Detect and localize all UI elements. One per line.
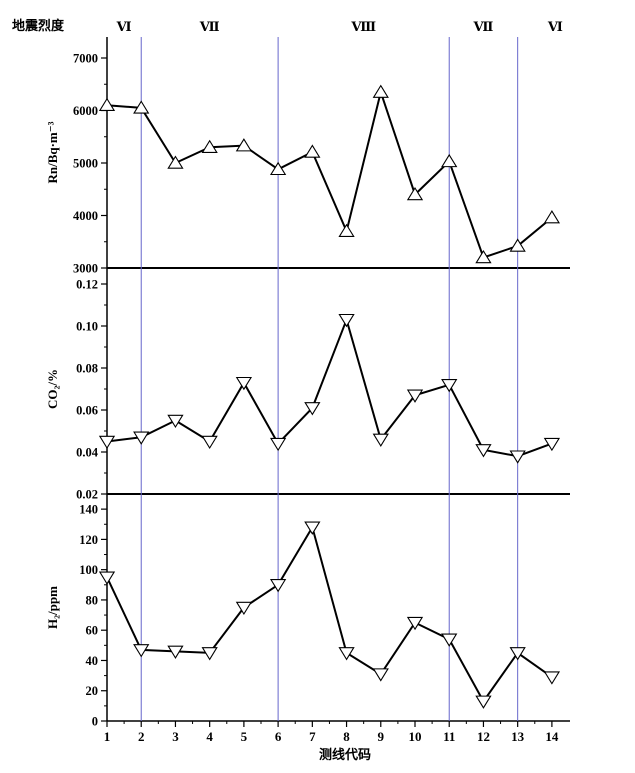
data-point-marker xyxy=(406,616,424,631)
data-point-marker xyxy=(98,97,116,111)
x-tick-label: 14 xyxy=(545,729,559,744)
data-point-marker xyxy=(304,144,321,158)
data-point-marker xyxy=(304,521,321,535)
x-tick-label: 12 xyxy=(477,729,490,744)
data-point-marker xyxy=(372,668,389,682)
data-point-marker xyxy=(543,210,561,224)
y-tick-label: 20 xyxy=(86,684,99,698)
data-point-marker xyxy=(167,645,184,659)
x-tick-label: 10 xyxy=(409,729,422,744)
data-point-marker xyxy=(441,153,458,168)
data-point-marker xyxy=(133,644,150,658)
y-axis-title: CO₂/% xyxy=(45,369,60,409)
y-tick-label: 0.02 xyxy=(76,488,98,502)
y-axis-title: H₂/ppm xyxy=(45,586,60,629)
data-point-marker xyxy=(98,435,116,450)
data-point-marker xyxy=(235,138,253,152)
intensity-zone-label: Ⅵ xyxy=(547,19,563,34)
data-point-marker xyxy=(372,433,389,447)
data-point-marker xyxy=(543,671,561,685)
data-point-marker xyxy=(201,647,218,661)
data-point-marker xyxy=(269,161,287,176)
x-tick-label: 7 xyxy=(309,729,316,744)
y-axis-title: Rn/Bq·m⁻³ xyxy=(45,121,60,183)
data-point-marker xyxy=(201,139,218,153)
x-tick-label: 4 xyxy=(206,729,213,744)
x-tick-label: 8 xyxy=(343,729,350,744)
series-line xyxy=(106,316,553,458)
data-point-marker xyxy=(98,571,116,585)
x-tick-label: 6 xyxy=(275,729,282,744)
data-point-marker xyxy=(338,647,355,661)
data-point-marker xyxy=(441,379,458,393)
data-point-marker xyxy=(372,84,389,98)
data-point-marker xyxy=(235,376,253,391)
y-tick-label: 0 xyxy=(92,715,98,729)
data-point-marker xyxy=(509,450,526,464)
y-tick-label: 0.06 xyxy=(76,404,98,418)
y-tick-label: 140 xyxy=(79,503,98,517)
y-tick-label: 0.10 xyxy=(76,320,98,334)
chart-axes xyxy=(101,37,570,727)
chart-series xyxy=(98,84,561,709)
data-point-marker xyxy=(269,579,287,593)
data-point-marker xyxy=(475,249,492,264)
intensity-zone-label: Ⅵ xyxy=(116,19,132,34)
y-tick-label: 4000 xyxy=(73,209,98,223)
y-tick-label: 3000 xyxy=(73,262,98,276)
x-tick-label: 2 xyxy=(138,729,145,744)
intensity-label: 地震烈度 xyxy=(12,18,65,34)
data-point-marker xyxy=(406,186,424,201)
series-line xyxy=(106,88,553,259)
data-point-marker xyxy=(338,313,355,328)
x-tick-label: 13 xyxy=(511,729,525,744)
data-point-marker xyxy=(269,437,287,452)
y-tick-label: 40 xyxy=(86,654,99,668)
data-point-marker xyxy=(441,633,458,647)
data-point-marker xyxy=(475,444,492,458)
chart-labels: 地震烈度 测线代码 Ⅵ Ⅶ Ⅷ Ⅶ Ⅵ1 2 3 4 5 6 7 8 9 10 11 12 13 14300040… xyxy=(12,18,563,763)
y-tick-label: 0.12 xyxy=(76,278,98,292)
data-point-marker xyxy=(406,389,424,403)
intensity-zone-label: Ⅶ xyxy=(199,19,220,34)
data-point-marker xyxy=(133,431,150,445)
y-tick-label: 100 xyxy=(79,563,98,577)
data-point-marker xyxy=(235,601,253,616)
y-tick-label: 0.04 xyxy=(76,446,99,460)
intensity-zone-label: Ⅷ xyxy=(350,19,376,34)
data-point-marker xyxy=(304,402,321,416)
data-point-marker xyxy=(543,437,561,452)
data-point-marker xyxy=(167,414,184,429)
x-tick-label: 1 xyxy=(104,729,111,744)
series-line xyxy=(106,524,553,704)
data-point-marker xyxy=(509,238,526,252)
y-tick-label: 6000 xyxy=(73,104,98,118)
y-tick-label: 80 xyxy=(86,593,99,607)
intensity-zone-label: Ⅶ xyxy=(473,19,494,34)
data-point-marker xyxy=(167,155,184,169)
y-tick-label: 60 xyxy=(86,624,99,638)
data-point-marker xyxy=(338,223,355,237)
x-axis-title: 测线代码 xyxy=(319,747,371,763)
y-tick-label: 7000 xyxy=(73,52,98,66)
y-tick-label: 0.08 xyxy=(76,362,98,376)
y-tick-label: 5000 xyxy=(73,157,98,171)
x-tick-label: 3 xyxy=(172,729,179,744)
x-tick-label: 9 xyxy=(378,729,385,744)
intensity-boundaries xyxy=(140,37,519,721)
data-point-marker xyxy=(509,647,526,661)
data-point-marker xyxy=(133,100,150,114)
x-tick-label: 11 xyxy=(443,729,455,744)
data-point-marker xyxy=(475,695,492,709)
data-point-marker xyxy=(201,435,218,450)
y-tick-label: 120 xyxy=(79,533,98,547)
x-tick-label: 5 xyxy=(241,729,248,744)
